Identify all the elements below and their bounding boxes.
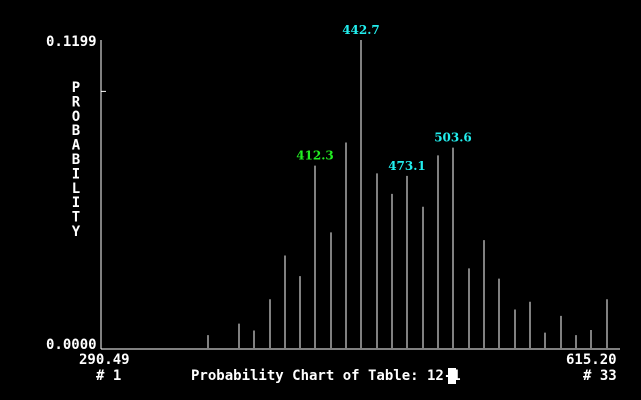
text-cursor (448, 368, 456, 384)
x-min-label: 290.49 (79, 352, 130, 368)
index-min-label: # 1 (96, 368, 121, 384)
bars-group (207, 40, 608, 348)
peak-label-3: 503.6 (434, 131, 472, 145)
chart-title: Probability Chart of Table: 12-1 (191, 368, 461, 384)
peak-label-2: 473.1 (388, 159, 426, 173)
index-max-label: # 33 (583, 368, 617, 384)
peak-label-0: 412.3 (296, 149, 334, 163)
y-max-label: 0.1199 (46, 34, 97, 50)
y-min-label: 0.0000 (46, 337, 97, 353)
peak-label-1: 442.7 (342, 23, 380, 37)
peak-labels-group: 412.3 442.7 473.1 503.6 (296, 23, 472, 173)
x-max-label: 615.20 (566, 352, 617, 368)
